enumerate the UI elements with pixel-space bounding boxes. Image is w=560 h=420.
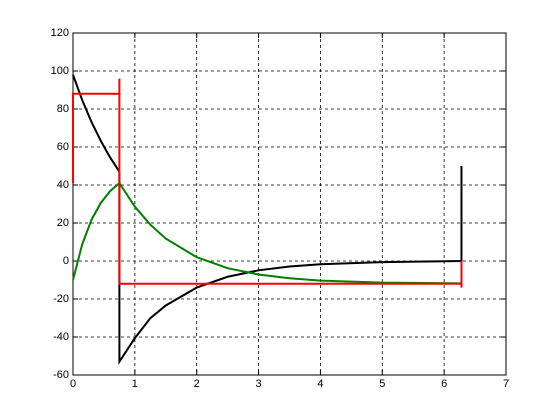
x-tick-label: 5 bbox=[379, 378, 385, 390]
x-tick-label: 2 bbox=[194, 378, 200, 390]
x-tick-label: 7 bbox=[503, 378, 509, 390]
y-tick-label: 0 bbox=[63, 255, 69, 267]
plot-area bbox=[73, 33, 506, 375]
y-tick-label: -40 bbox=[53, 331, 69, 343]
y-tick-label: 60 bbox=[57, 141, 69, 153]
y-tick-label: 80 bbox=[57, 103, 69, 115]
x-tick-label: 1 bbox=[132, 378, 138, 390]
y-tick-label: 20 bbox=[57, 217, 69, 229]
y-tick-label: 100 bbox=[51, 65, 69, 77]
y-tick-label: 40 bbox=[57, 179, 69, 191]
x-tick-label: 3 bbox=[256, 378, 262, 390]
data-line bbox=[72, 78, 463, 288]
x-tick-label: 6 bbox=[441, 378, 447, 390]
axes-frame bbox=[72, 32, 507, 376]
y-tick-label: -60 bbox=[53, 369, 69, 381]
data-line bbox=[72, 74, 463, 366]
data-line bbox=[72, 181, 462, 285]
x-tick-label: 0 bbox=[70, 378, 76, 390]
y-tick-label: -20 bbox=[53, 293, 69, 305]
x-tick-label: 4 bbox=[317, 378, 323, 390]
y-tick-label: 120 bbox=[51, 27, 69, 39]
